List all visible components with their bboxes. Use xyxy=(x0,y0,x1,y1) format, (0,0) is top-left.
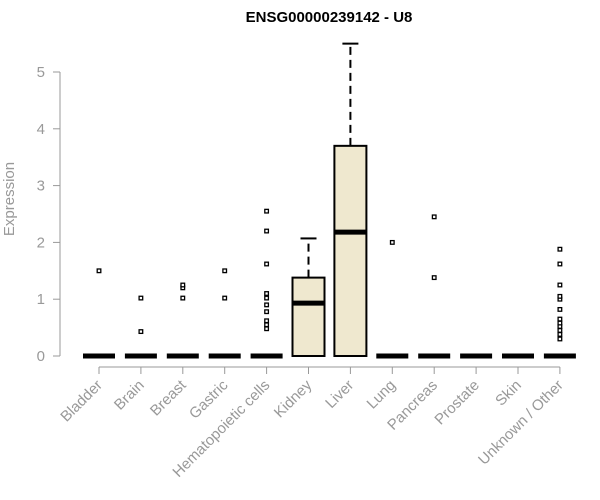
outlier-point xyxy=(264,322,270,328)
box-group xyxy=(333,42,368,357)
box-group xyxy=(543,246,576,359)
box-group xyxy=(166,282,199,359)
outlier-point xyxy=(180,282,186,288)
outlier-point xyxy=(557,316,563,322)
outlier-point xyxy=(431,214,437,220)
y-axis: 0 1 2 3 4 5 xyxy=(37,64,61,365)
outlier-point xyxy=(557,327,563,333)
outlier-point xyxy=(264,309,270,315)
x-tick-label: Skin xyxy=(492,377,525,410)
box-rect xyxy=(291,276,326,357)
outlier-point xyxy=(557,306,563,312)
outlier-point xyxy=(222,268,228,274)
x-tick-label: Brain xyxy=(111,377,148,414)
x-tick-label: Liver xyxy=(322,377,357,412)
x-tick-label: Kidney xyxy=(271,376,316,421)
outlier-point xyxy=(138,329,144,335)
y-tick-label: 1 xyxy=(37,291,45,308)
outlier-point xyxy=(264,208,270,214)
y-axis-label: Expression xyxy=(1,162,18,236)
outlier-point xyxy=(264,318,270,324)
chart-title: ENSG00000239142 - U8 xyxy=(246,9,413,26)
outlier-point xyxy=(557,336,563,342)
outlier-point xyxy=(557,261,563,267)
outlier-point xyxy=(138,295,144,301)
box-group xyxy=(250,208,283,359)
outlier-point xyxy=(557,320,563,326)
outlier-point xyxy=(389,239,395,245)
box-group xyxy=(83,268,115,359)
outlier-point xyxy=(557,282,563,288)
y-tick-label: 0 xyxy=(37,348,45,365)
box-group xyxy=(376,239,409,359)
outlier-point xyxy=(264,261,270,267)
outlier-point xyxy=(431,275,437,281)
outlier-point xyxy=(96,268,102,274)
box-group xyxy=(418,214,451,359)
outlier-point xyxy=(264,295,270,301)
outlier-point xyxy=(557,246,563,252)
y-tick-label: 2 xyxy=(37,234,45,251)
box-group xyxy=(291,237,326,357)
y-tick-label: 4 xyxy=(37,121,45,138)
box-group xyxy=(208,268,241,359)
outlier-point xyxy=(264,302,270,308)
y-tick-label: 5 xyxy=(37,64,45,81)
x-tick-label: Bladder xyxy=(57,377,106,426)
outlier-point xyxy=(180,295,186,301)
outlier-point xyxy=(264,228,270,234)
outlier-point xyxy=(557,293,563,299)
x-tick-label: Breast xyxy=(147,376,190,419)
x-tick-label: Lung xyxy=(364,377,400,413)
outlier-point xyxy=(222,295,228,301)
x-tick-label: Prostate xyxy=(431,377,483,429)
outlier-point xyxy=(557,331,563,337)
y-tick-label: 3 xyxy=(37,178,45,195)
box-series xyxy=(83,42,576,359)
box-group xyxy=(124,295,157,359)
outlier-point xyxy=(264,291,270,296)
outlier-point xyxy=(264,326,270,332)
box-rect xyxy=(333,144,368,357)
